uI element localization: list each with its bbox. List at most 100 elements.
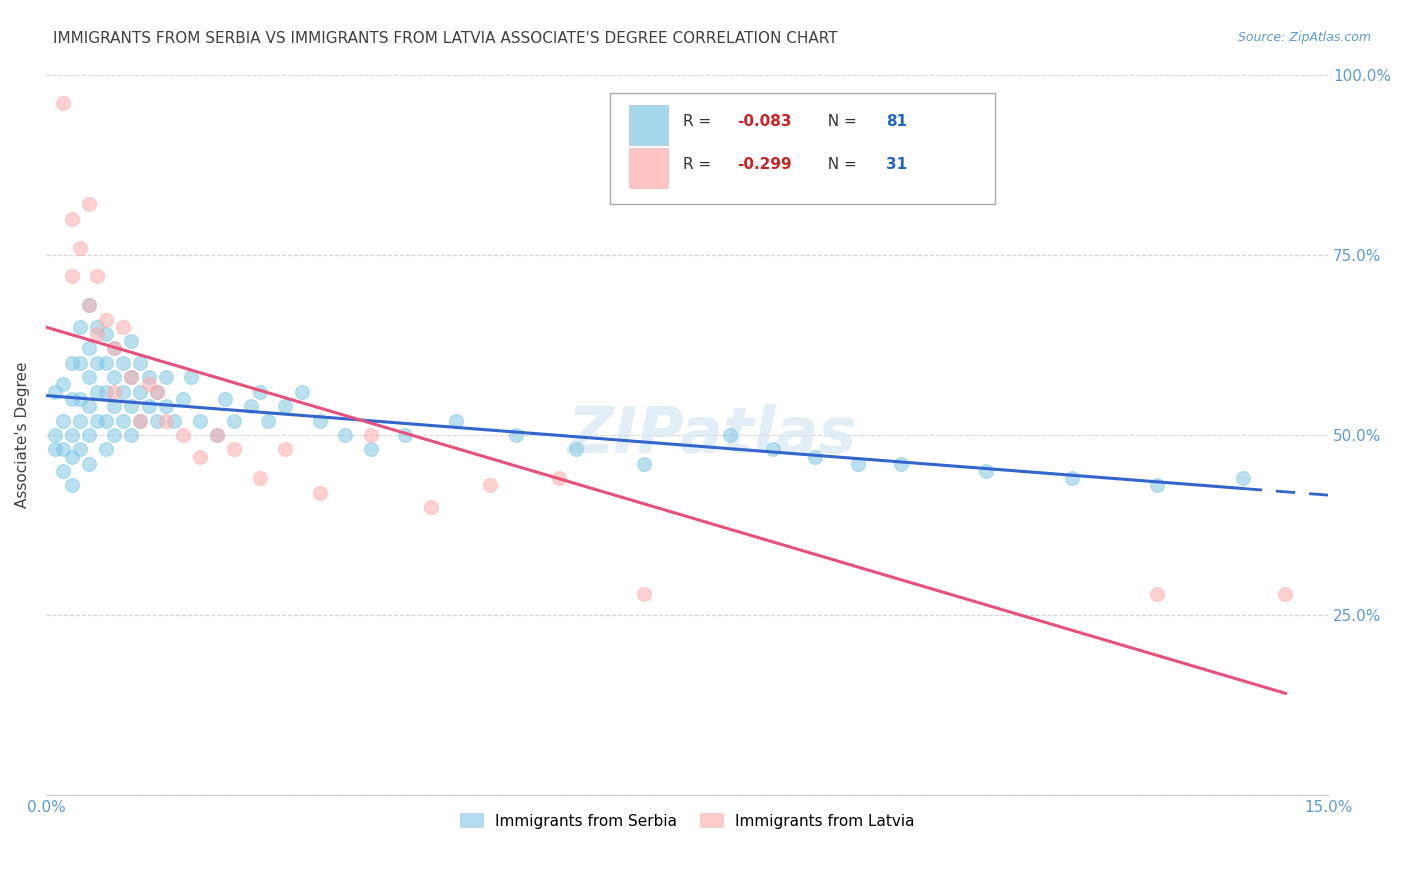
Point — [274, 442, 297, 457]
Point — [52, 442, 75, 457]
Point — [52, 464, 75, 478]
Point — [103, 399, 125, 413]
Point — [60, 478, 83, 492]
Point — [718, 428, 741, 442]
Point — [205, 428, 228, 442]
Point — [146, 384, 169, 399]
Point — [974, 464, 997, 478]
Point — [86, 269, 108, 284]
Point — [69, 240, 91, 254]
Point — [565, 442, 588, 457]
Point — [308, 485, 330, 500]
Point — [94, 384, 117, 399]
Point — [69, 442, 91, 457]
Point — [94, 312, 117, 326]
Point — [146, 413, 169, 427]
Point — [60, 428, 83, 442]
Point — [129, 356, 152, 370]
Point — [1232, 471, 1254, 485]
Point — [44, 428, 66, 442]
Point — [146, 384, 169, 399]
Point — [155, 413, 177, 427]
Text: R =: R = — [683, 157, 716, 172]
Point — [69, 356, 91, 370]
Point — [103, 342, 125, 356]
Point — [222, 442, 245, 457]
Point — [60, 356, 83, 370]
Point — [111, 413, 134, 427]
Point — [120, 428, 142, 442]
Point — [308, 413, 330, 427]
Point — [69, 392, 91, 406]
Point — [633, 586, 655, 600]
Text: N =: N = — [818, 114, 862, 128]
Point — [94, 356, 117, 370]
Point — [188, 450, 211, 464]
Text: N =: N = — [818, 157, 862, 172]
Point — [77, 399, 100, 413]
Point — [129, 384, 152, 399]
Point — [1060, 471, 1083, 485]
Text: 81: 81 — [886, 114, 907, 128]
Point — [94, 326, 117, 341]
Point — [103, 342, 125, 356]
Point — [77, 298, 100, 312]
Point — [1146, 478, 1168, 492]
Point — [60, 269, 83, 284]
Bar — [630, 148, 668, 188]
Legend: Immigrants from Serbia, Immigrants from Latvia: Immigrants from Serbia, Immigrants from … — [454, 807, 921, 835]
Point — [103, 384, 125, 399]
Point — [86, 319, 108, 334]
Point — [103, 428, 125, 442]
Point — [547, 471, 569, 485]
Point — [111, 319, 134, 334]
Point — [60, 450, 83, 464]
Point — [94, 442, 117, 457]
Point — [155, 370, 177, 384]
Bar — [630, 105, 668, 145]
Point — [188, 413, 211, 427]
Point — [205, 428, 228, 442]
Point — [138, 399, 160, 413]
Point — [60, 211, 83, 226]
Point — [129, 413, 152, 427]
Point — [86, 413, 108, 427]
Point — [60, 392, 83, 406]
Point — [120, 370, 142, 384]
Point — [257, 413, 280, 427]
Point — [163, 413, 186, 427]
Point — [129, 413, 152, 427]
Point — [890, 457, 912, 471]
Point — [274, 399, 297, 413]
Point — [222, 413, 245, 427]
Point — [138, 370, 160, 384]
Point — [77, 197, 100, 211]
Point — [172, 392, 194, 406]
Point — [52, 96, 75, 111]
Point — [111, 356, 134, 370]
Point — [1146, 586, 1168, 600]
Point — [180, 370, 202, 384]
Point — [69, 319, 91, 334]
Point — [446, 413, 468, 427]
Text: ZIPatlas: ZIPatlas — [568, 404, 858, 466]
Point — [214, 392, 236, 406]
Point — [44, 442, 66, 457]
Point — [804, 450, 827, 464]
Point — [86, 384, 108, 399]
Text: 31: 31 — [886, 157, 907, 172]
Point — [77, 428, 100, 442]
Point — [138, 377, 160, 392]
Point — [94, 413, 117, 427]
Point — [77, 342, 100, 356]
Point — [155, 399, 177, 413]
Point — [52, 413, 75, 427]
Point — [44, 384, 66, 399]
Point — [103, 370, 125, 384]
Point — [360, 428, 382, 442]
Point — [761, 442, 783, 457]
Point — [479, 478, 502, 492]
Point — [77, 370, 100, 384]
Text: -0.299: -0.299 — [737, 157, 792, 172]
Text: -0.083: -0.083 — [737, 114, 792, 128]
